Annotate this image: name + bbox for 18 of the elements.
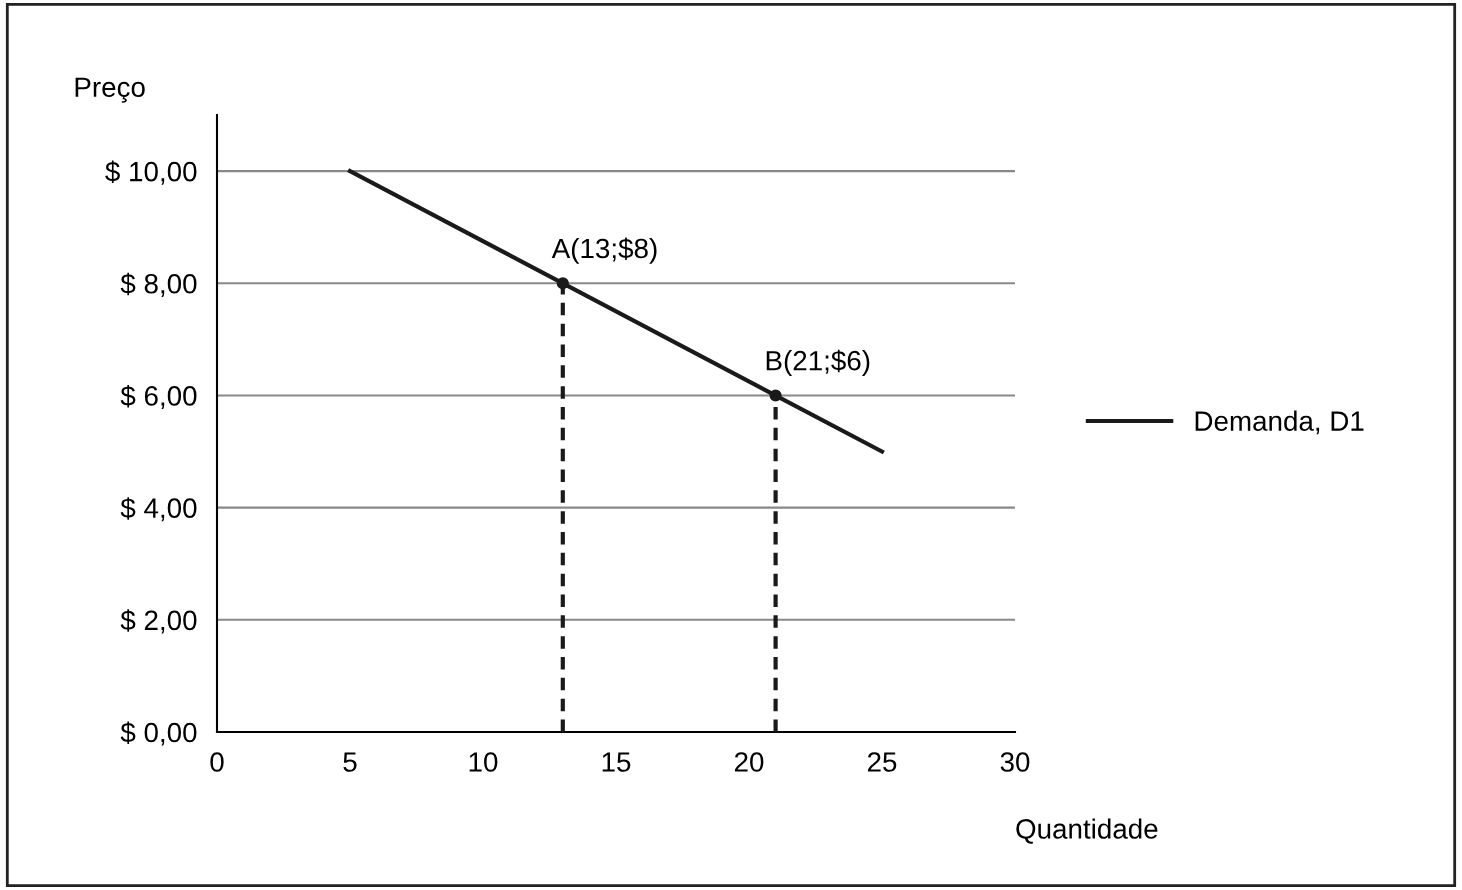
y-axis-title: Preço <box>75 77 145 103</box>
y-tick-label: $ 6,00 <box>120 384 197 410</box>
x-tick-label: 0 <box>210 752 224 772</box>
annotation: B(21;$6) <box>766 349 870 376</box>
x-tick-label: 25 <box>867 752 897 772</box>
y-tick-label: $ 4,00 <box>120 497 197 522</box>
x-tick-label: 5 <box>343 752 357 772</box>
x-axis-title: Quantidade <box>1016 818 1158 844</box>
y-tick-label: $ 8,00 <box>120 272 197 297</box>
annotation: A(13;$8) <box>551 237 657 264</box>
y-tick-label: $ 0,00 <box>120 721 197 746</box>
legend-label: Demanda, D1 <box>1195 410 1364 435</box>
x-tick-label: 10 <box>469 752 498 772</box>
x-tick-label: 30 <box>1000 752 1030 772</box>
x-tick-label: 15 <box>602 752 631 772</box>
y-tick-label: $ 2,00 <box>120 609 197 634</box>
x-tick-label: 20 <box>734 752 764 772</box>
y-tick-label: $ 10,00 <box>105 160 197 185</box>
